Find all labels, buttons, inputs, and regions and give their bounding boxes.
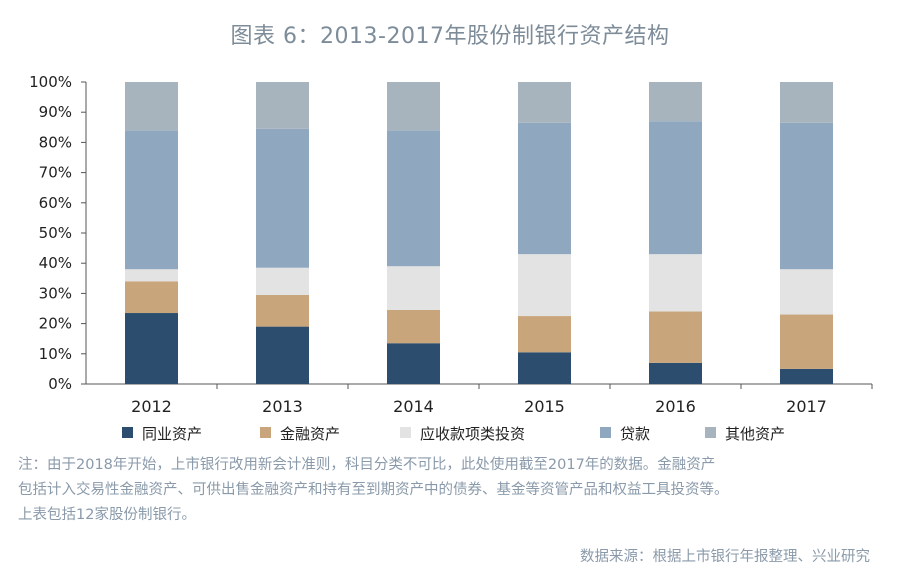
bar-segment [387,82,440,131]
bar-segment [649,362,702,384]
legend-label: 应收款项类投资 [420,425,525,443]
bar-segment [256,326,309,384]
legend-label: 贷款 [620,425,650,443]
bar-segment [256,267,309,295]
bar-segment [649,254,702,312]
bar-segment [125,269,178,282]
y-tick-label: 50% [39,224,72,242]
data-source: 数据来源：根据上市银行年报整理、兴业研究 [580,549,870,565]
y-tick-label: 80% [39,133,72,151]
y-tick-label: 30% [39,284,72,302]
y-tick-label: 20% [39,315,72,333]
bar-segment [780,368,833,384]
footnote-line-1: 注：由于2018年开始，上市银行改用新会计准则，科目分类不可比，此处使用截至20… [18,457,716,473]
x-tick-label: 2016 [655,397,696,416]
footnote-line-3: 上表包括12家股份制银行。 [18,507,196,523]
bar-segment [780,314,833,369]
bar-segment [780,122,833,270]
bar-segment [518,122,571,255]
legend-swatch [400,427,411,438]
x-tick-label: 2012 [131,397,172,416]
x-tick-label: 2017 [786,397,827,416]
bar-segment [518,82,571,123]
bar-segment [125,281,178,314]
legend-label: 金融资产 [280,425,340,443]
x-tick-label: 2014 [393,397,434,416]
bar-segment [518,316,571,353]
y-tick-label: 100% [29,73,72,91]
y-tick-label: 40% [39,254,72,272]
bar-segment [125,130,178,270]
bar-segment [256,294,309,327]
y-tick-label: 10% [39,345,72,363]
bar-segment [256,82,309,129]
legend-swatch [705,427,716,438]
bar-segment [649,311,702,363]
bar-segment [518,352,571,384]
bar-segment [518,254,571,317]
x-tick-label: 2013 [262,397,303,416]
y-tick-label: 0% [48,375,72,393]
legend-swatch [260,427,271,438]
y-tick-label: 70% [39,164,72,182]
bar-segment [780,269,833,315]
bar-segment [387,266,440,311]
chart-title: 图表 6：2013-2017年股份制银行资产结构 [230,24,670,49]
bar-segment [387,310,440,344]
bar-segment [780,82,833,123]
bar-segment [256,128,309,268]
legend-swatch [600,427,611,438]
legend-label: 同业资产 [142,425,202,443]
bar-segment [125,313,178,384]
x-tick-label: 2015 [524,397,565,416]
bar-segment [387,130,440,267]
legend-swatch [122,427,133,438]
bar-segment [649,121,702,255]
bar-segment [649,82,702,122]
footnote-line-2: 包括计入交易性金融资产、可供出售金融资产和持有至到期资产中的债券、基金等资管产品… [18,482,729,498]
legend-label: 其他资产 [725,425,785,443]
bar-segment [125,82,178,131]
y-tick-label: 60% [39,194,72,212]
bar-segment [387,343,440,384]
footnote: 注：由于2018年开始，上市银行改用新会计准则，科目分类不可比，此处使用截至20… [18,453,888,528]
stacked-bar-chart: 0% 10% 20% 30% 40% 50% 60% 70% 80% 90% 100% 2012 201… [29,73,873,443]
y-tick-label: 90% [39,103,72,121]
